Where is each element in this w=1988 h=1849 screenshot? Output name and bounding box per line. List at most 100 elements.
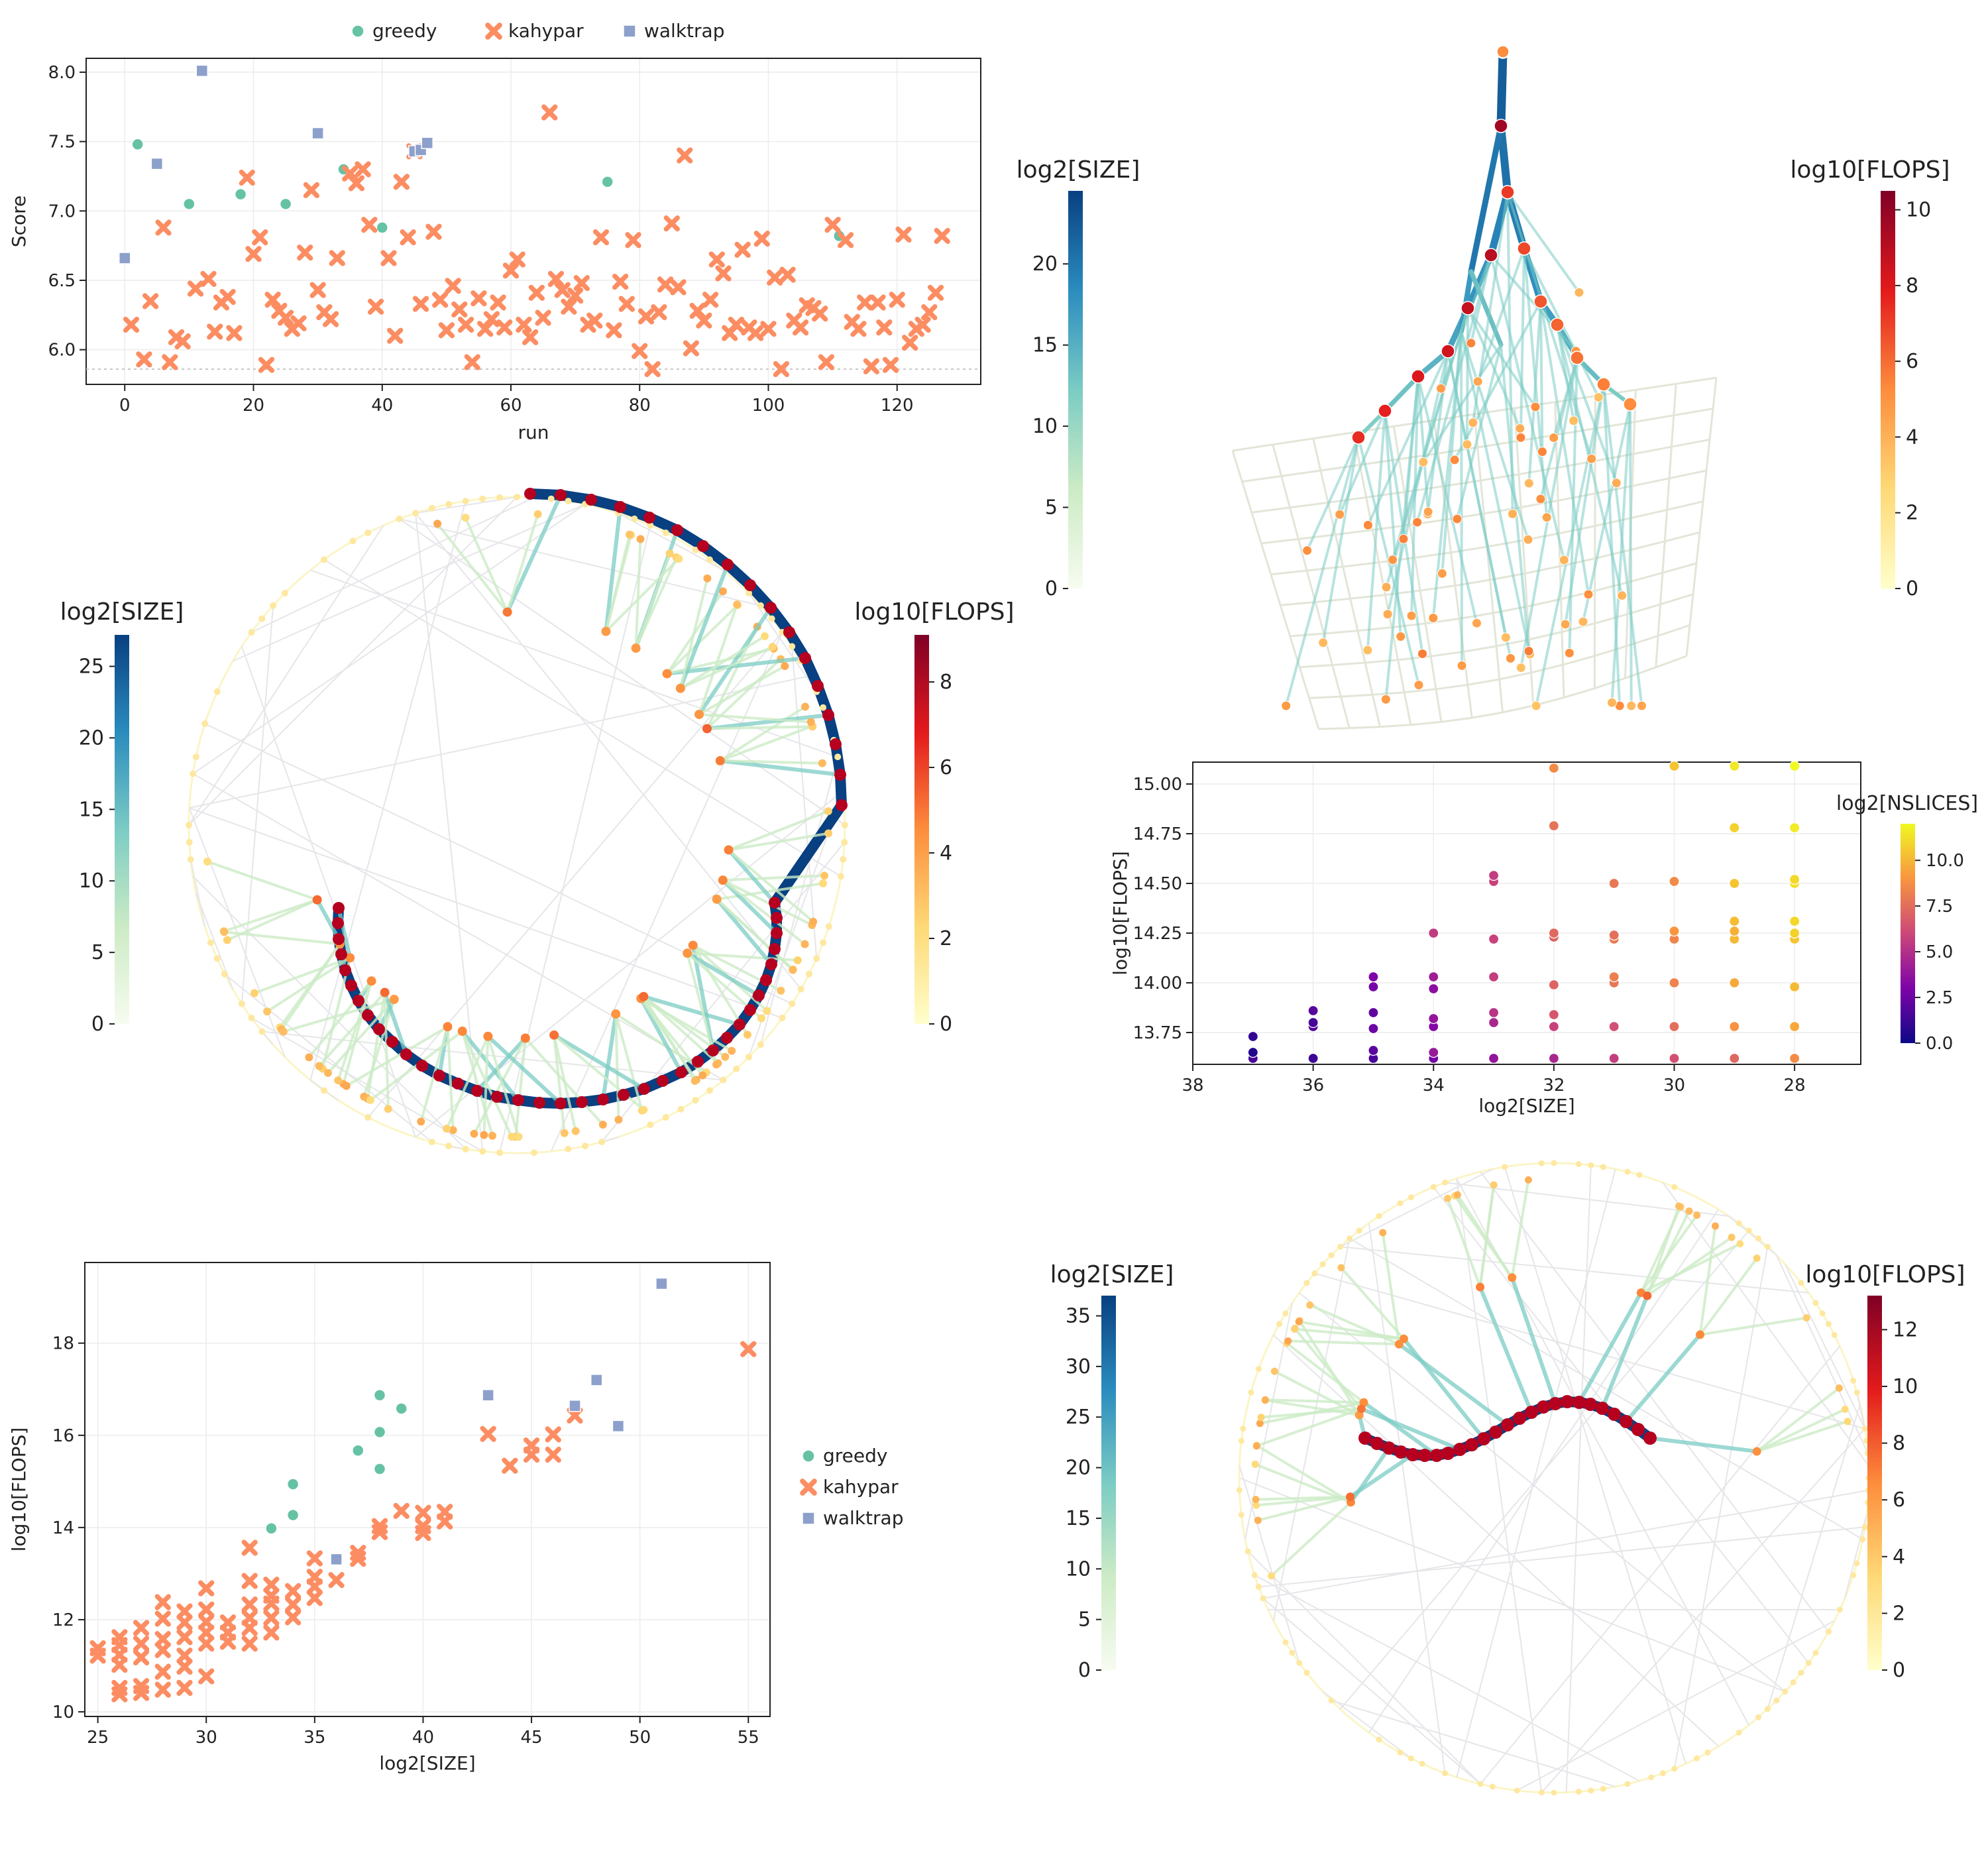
point-kahypar — [348, 175, 365, 192]
tree-leaf-node — [631, 515, 638, 522]
colorbar-tick-label: 30 — [1066, 1355, 1091, 1378]
tree-edge — [1552, 357, 1578, 439]
tree-leaf-node — [1379, 1229, 1387, 1237]
colorbar-tick-label: 6 — [1906, 350, 1918, 373]
tree-edge — [382, 991, 408, 1055]
tree-edge — [1366, 410, 1386, 651]
point-kahypar — [850, 321, 867, 337]
tree-node — [1406, 1448, 1419, 1461]
colorbar-tick-label: 0 — [1078, 1659, 1091, 1682]
tree-node — [1586, 453, 1597, 464]
tree-leaf-node — [1805, 1659, 1812, 1666]
tree-edge — [667, 656, 806, 676]
tree-edge — [1646, 1236, 1733, 1297]
tree-edge — [706, 713, 829, 731]
tree-leaf-node — [842, 822, 848, 828]
tree-node — [1643, 1431, 1657, 1445]
x-axis-label: log2[SIZE] — [379, 1752, 475, 1774]
tree-node — [1489, 1426, 1502, 1439]
colorbar-tick-label: 2.5 — [1926, 988, 1953, 1008]
tree-node — [1517, 241, 1531, 256]
tree-leaf-node — [1728, 1233, 1736, 1241]
tree-node — [1530, 402, 1541, 412]
tree-node — [1643, 1291, 1652, 1300]
tree-node — [611, 1009, 621, 1019]
edge-faint — [192, 875, 467, 1150]
tree-node — [1494, 119, 1508, 133]
tree-node — [822, 709, 834, 721]
tree-edge — [639, 997, 683, 1074]
tree-edge — [1402, 375, 1419, 541]
edge-faint — [1728, 1215, 1777, 1256]
tree-edge — [461, 1030, 520, 1101]
tree-node — [1584, 1398, 1597, 1411]
point-kahypar — [133, 1636, 150, 1652]
tree-edge — [1476, 247, 1525, 383]
data-point — [1247, 1031, 1258, 1042]
data-point — [1789, 915, 1800, 927]
tree-node — [1471, 618, 1482, 628]
tree-leaf-node — [598, 1120, 607, 1129]
point-kahypar — [677, 147, 693, 164]
point-kahypar — [187, 280, 204, 297]
colorbar-tick-label: 10 — [1066, 1557, 1091, 1581]
edge-faint — [1239, 1465, 1300, 1663]
edge-faint — [1314, 1272, 1865, 1429]
tree-node — [1607, 697, 1618, 708]
tree-leaf-node — [806, 970, 813, 978]
tree-node — [1380, 694, 1391, 704]
tree-leaf-node — [480, 1131, 488, 1139]
point-kahypar — [857, 294, 873, 311]
colorbar-tick-label: 15 — [1032, 334, 1058, 357]
point-walktrap — [612, 1420, 625, 1433]
mesh-line — [1392, 426, 1443, 722]
tree-leaf-node — [789, 966, 797, 974]
tree-node — [520, 1033, 530, 1043]
tree-leaf-node — [825, 923, 832, 930]
point-kahypar — [625, 232, 641, 249]
tree-node — [386, 1036, 398, 1048]
point-walktrap — [421, 137, 433, 149]
point-kahypar — [902, 335, 918, 351]
tree-edge — [1274, 1370, 1360, 1416]
x-tick-label: 32 — [1543, 1076, 1565, 1095]
tree-node — [1411, 369, 1425, 384]
point-kahypar — [651, 304, 667, 321]
tree-leaf-node — [712, 1060, 721, 1069]
tree-edge — [679, 563, 730, 689]
tree-edge — [1756, 1408, 1846, 1453]
point-kahypar — [154, 1631, 171, 1648]
tree-leaf-node — [305, 1053, 313, 1062]
tree-edge — [445, 1035, 490, 1129]
tree-edge — [345, 1025, 449, 1088]
tree-edge — [553, 1035, 566, 1133]
tree-leaf-node — [1289, 1650, 1296, 1656]
point-kahypar — [438, 322, 455, 339]
data-point — [1729, 915, 1740, 927]
tree-node — [657, 1075, 669, 1087]
tree-node — [1449, 455, 1460, 465]
tree-leaf-node — [1659, 1770, 1666, 1777]
point-kahypar — [355, 161, 371, 178]
tree-leaf-node — [565, 498, 572, 505]
point-kahypar — [480, 1426, 496, 1442]
colorbar-tick-label: 2 — [940, 927, 952, 950]
point-kahypar — [818, 354, 835, 370]
tree-node — [362, 1009, 374, 1021]
tree-edge — [715, 897, 773, 966]
tree-leaf-node — [690, 1076, 699, 1085]
point-kahypar — [567, 287, 584, 304]
colorbar-tick-label: 12 — [1893, 1318, 1918, 1341]
x-tick-label: 20 — [243, 396, 264, 416]
tree-node — [618, 1089, 630, 1101]
tree-node — [1302, 545, 1313, 556]
tree-node — [555, 489, 567, 501]
tree-leaf-node — [560, 1129, 569, 1137]
colorbar-tick-label: 0.0 — [1926, 1034, 1953, 1054]
y-tick-label: 6.0 — [48, 341, 76, 361]
tree-node — [1468, 418, 1478, 428]
tree-node — [1441, 344, 1455, 359]
data-point — [1307, 1005, 1319, 1017]
tree-leaf-node — [801, 940, 809, 948]
tree-edge — [486, 1036, 520, 1137]
